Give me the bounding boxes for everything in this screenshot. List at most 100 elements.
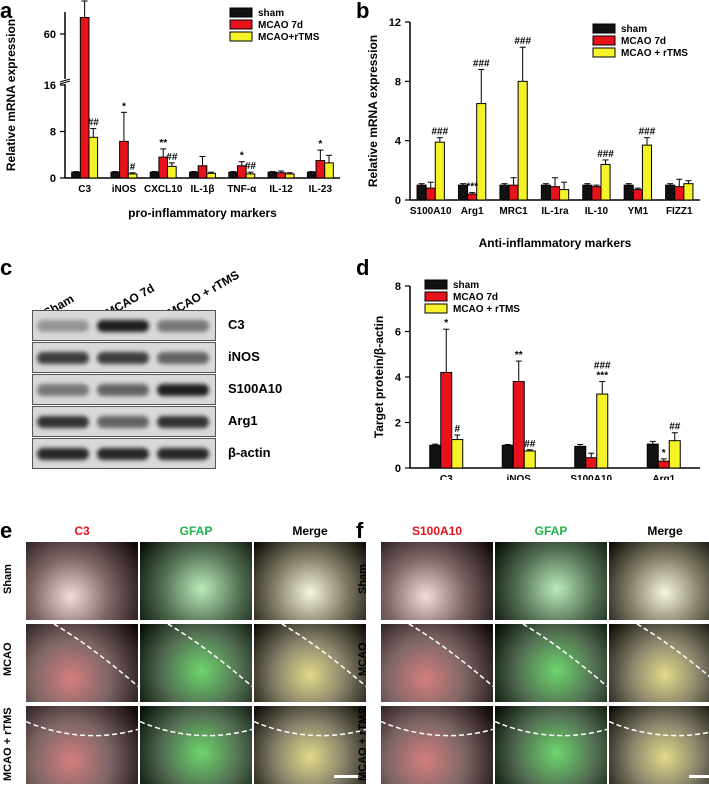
e-image-1-1 xyxy=(140,624,252,702)
micro-row-label: Sham xyxy=(357,564,369,595)
y-axis-label: Relative mRNA expression xyxy=(366,35,380,187)
legend-swatch xyxy=(229,31,253,42)
legend-label: MCAO + rTMS xyxy=(621,48,688,59)
legend-label: sham xyxy=(621,24,647,35)
bar-b-6-2 xyxy=(683,183,694,201)
legend-swatch xyxy=(424,279,448,290)
blot-protein-label: β-actin xyxy=(228,445,271,460)
y-axis-label: Relative mRNA expression xyxy=(4,19,18,171)
significance-mark: * xyxy=(444,318,448,329)
legend-label: MCAO + rTMS xyxy=(453,304,520,315)
micro-column-title: GFAP xyxy=(534,524,568,538)
blot-band xyxy=(97,448,149,460)
category-label: C3 xyxy=(78,184,91,195)
panel-label-b: b xyxy=(356,0,370,23)
y-tick-label: 0 xyxy=(50,173,56,185)
blot-band xyxy=(157,320,209,332)
y-tick-label: 6 xyxy=(395,327,401,339)
e-image-0-1 xyxy=(140,542,252,620)
bar-b-2-0 xyxy=(499,184,510,201)
blot-strip xyxy=(32,374,216,405)
y-tick-label: 4 xyxy=(395,136,402,148)
y-tick-label: 4 xyxy=(395,372,402,384)
chart-a-pro-inflammatory: C3iNOSCXCL10IL-1βTNF-αIL-12IL-23**##*#**… xyxy=(4,0,340,220)
bar-a-3-0 xyxy=(189,171,199,179)
bar-b-6-0 xyxy=(665,184,676,201)
micro-column-title: Merge xyxy=(647,524,683,538)
bar-a-2-2 xyxy=(167,165,177,179)
panel-label-c: c xyxy=(0,255,13,280)
y-axis-label: Target protein/β-actin xyxy=(372,316,386,438)
bar-b-3-0 xyxy=(540,184,551,201)
significance-mark: ** xyxy=(159,138,167,149)
legend-swatch xyxy=(592,35,616,46)
significance-mark: ### xyxy=(597,149,614,160)
blot-strip xyxy=(32,438,216,469)
bar-b-1-2 xyxy=(476,103,487,201)
bar-b-3-2 xyxy=(559,189,570,201)
y-tick-label: 60 xyxy=(44,29,56,41)
bar-d-0-2 xyxy=(451,439,464,469)
micro-row-label: MCAO xyxy=(357,642,369,677)
lesion-border-line xyxy=(167,624,252,687)
e-image-0-2 xyxy=(254,542,366,620)
category-label: IL-23 xyxy=(309,184,333,195)
significance-mark: ### xyxy=(639,127,656,138)
legend-swatch xyxy=(229,7,253,18)
legend-swatch xyxy=(424,303,448,314)
y-tick-label: 16 xyxy=(44,80,56,92)
significance-mark: * xyxy=(318,139,322,150)
bar-b-0-0 xyxy=(416,184,427,201)
panel-label-d: d xyxy=(356,255,370,280)
blot-band xyxy=(97,352,149,364)
micro-row-label: MCAO xyxy=(2,642,14,677)
category-label: IL-10 xyxy=(585,206,609,217)
category-label: CXCL10 xyxy=(144,184,183,195)
blot-band xyxy=(157,352,209,364)
significance-mark: ## xyxy=(88,118,100,129)
y-tick-label: 2 xyxy=(395,418,401,430)
f-image-1-1 xyxy=(495,624,607,702)
category-label: TNF-α xyxy=(227,184,257,195)
category-label: Arg1 xyxy=(461,206,484,217)
category-label: S100A10 xyxy=(570,474,612,480)
f-image-0-1 xyxy=(495,542,607,620)
lesion-border-line xyxy=(408,624,493,687)
bar-d-2-2 xyxy=(596,393,609,469)
f-image-0-2 xyxy=(609,542,709,620)
lesion-border-line xyxy=(495,720,607,737)
category-label: FIZZ1 xyxy=(666,206,693,217)
blot-band xyxy=(97,416,149,428)
bar-d-3-1 xyxy=(657,460,670,469)
legend-label: MCAO+rTMS xyxy=(258,32,320,43)
bar-a-0-2 xyxy=(88,136,99,179)
bar-b-5-1 xyxy=(632,189,643,201)
bar-b-5-0 xyxy=(623,184,634,201)
bar-d-3-2 xyxy=(668,440,681,469)
bar-a-5-0 xyxy=(267,171,278,179)
significance-mark: ## xyxy=(524,439,536,450)
legend-label: sham xyxy=(453,280,479,291)
panel-label-e: e xyxy=(0,518,13,543)
lesion-border-line xyxy=(636,624,709,678)
blot-band xyxy=(37,384,89,396)
bar-d-2-0 xyxy=(574,445,587,469)
y-tick-label: 8 xyxy=(395,281,401,293)
category-label: C3 xyxy=(440,474,453,480)
significance-mark: ## xyxy=(669,422,681,433)
bar-a-6-1 xyxy=(315,160,326,179)
bar-b-3-1 xyxy=(549,186,561,201)
e-image-0-0 xyxy=(26,542,138,620)
micro-column-title: Merge xyxy=(292,524,328,538)
lesion-border-line xyxy=(254,720,366,737)
blot-band xyxy=(37,416,89,428)
blot-strip xyxy=(32,406,216,437)
category-label: iNOS xyxy=(112,184,137,195)
significance-mark: ### xyxy=(514,36,531,47)
significance-mark: * xyxy=(240,151,244,162)
lesion-border-line xyxy=(522,624,607,687)
bar-d-1-2 xyxy=(523,450,536,469)
y-tick-label: 0 xyxy=(395,463,401,475)
blot-protein-label: iNOS xyxy=(228,349,260,364)
bar-b-6-1 xyxy=(674,186,685,201)
